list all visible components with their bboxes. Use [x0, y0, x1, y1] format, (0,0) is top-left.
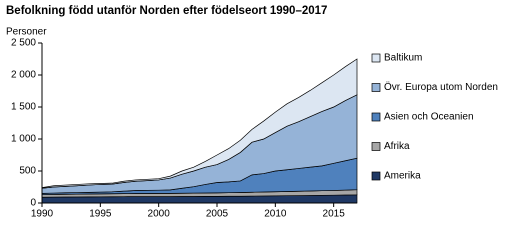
legend-swatch [371, 53, 381, 63]
legend-label: Övr. Europa utom Norden [384, 81, 498, 93]
legend-label: Amerika [384, 171, 421, 182]
y-tick-label: 0 [30, 198, 36, 209]
area [41, 58, 358, 189]
x-tick-label: 1990 [31, 209, 54, 220]
y-tick-label: 500 [19, 166, 36, 177]
y-tick-label: 1 000 [11, 134, 36, 145]
y-tick-label: 2 500 [11, 38, 36, 49]
legend-label: Baltikum [384, 53, 422, 64]
chart: Befolkning född utanför Norden efter föd… [6, 5, 498, 220]
y-tick-label: 2 000 [11, 70, 36, 81]
legend-swatch [371, 142, 381, 151]
x-tick-label: 2000 [148, 209, 171, 220]
legend-label: Asien och Oceanien [384, 112, 474, 123]
legend-swatch [371, 83, 381, 92]
x-tick-label: 2010 [264, 209, 287, 220]
chart-title: Befolkning född utanför Norden efter föd… [6, 5, 327, 17]
legend-swatch [371, 112, 381, 122]
x-tick-label: 2005 [206, 209, 229, 220]
y-tick-label: 1 500 [11, 102, 36, 113]
legend-swatch [371, 171, 381, 181]
x-tick-label: 2015 [323, 209, 346, 220]
x-tick-label: 1995 [89, 209, 112, 220]
y-axis-label: Personer [6, 27, 47, 38]
legend-label: Afrika [384, 141, 410, 152]
